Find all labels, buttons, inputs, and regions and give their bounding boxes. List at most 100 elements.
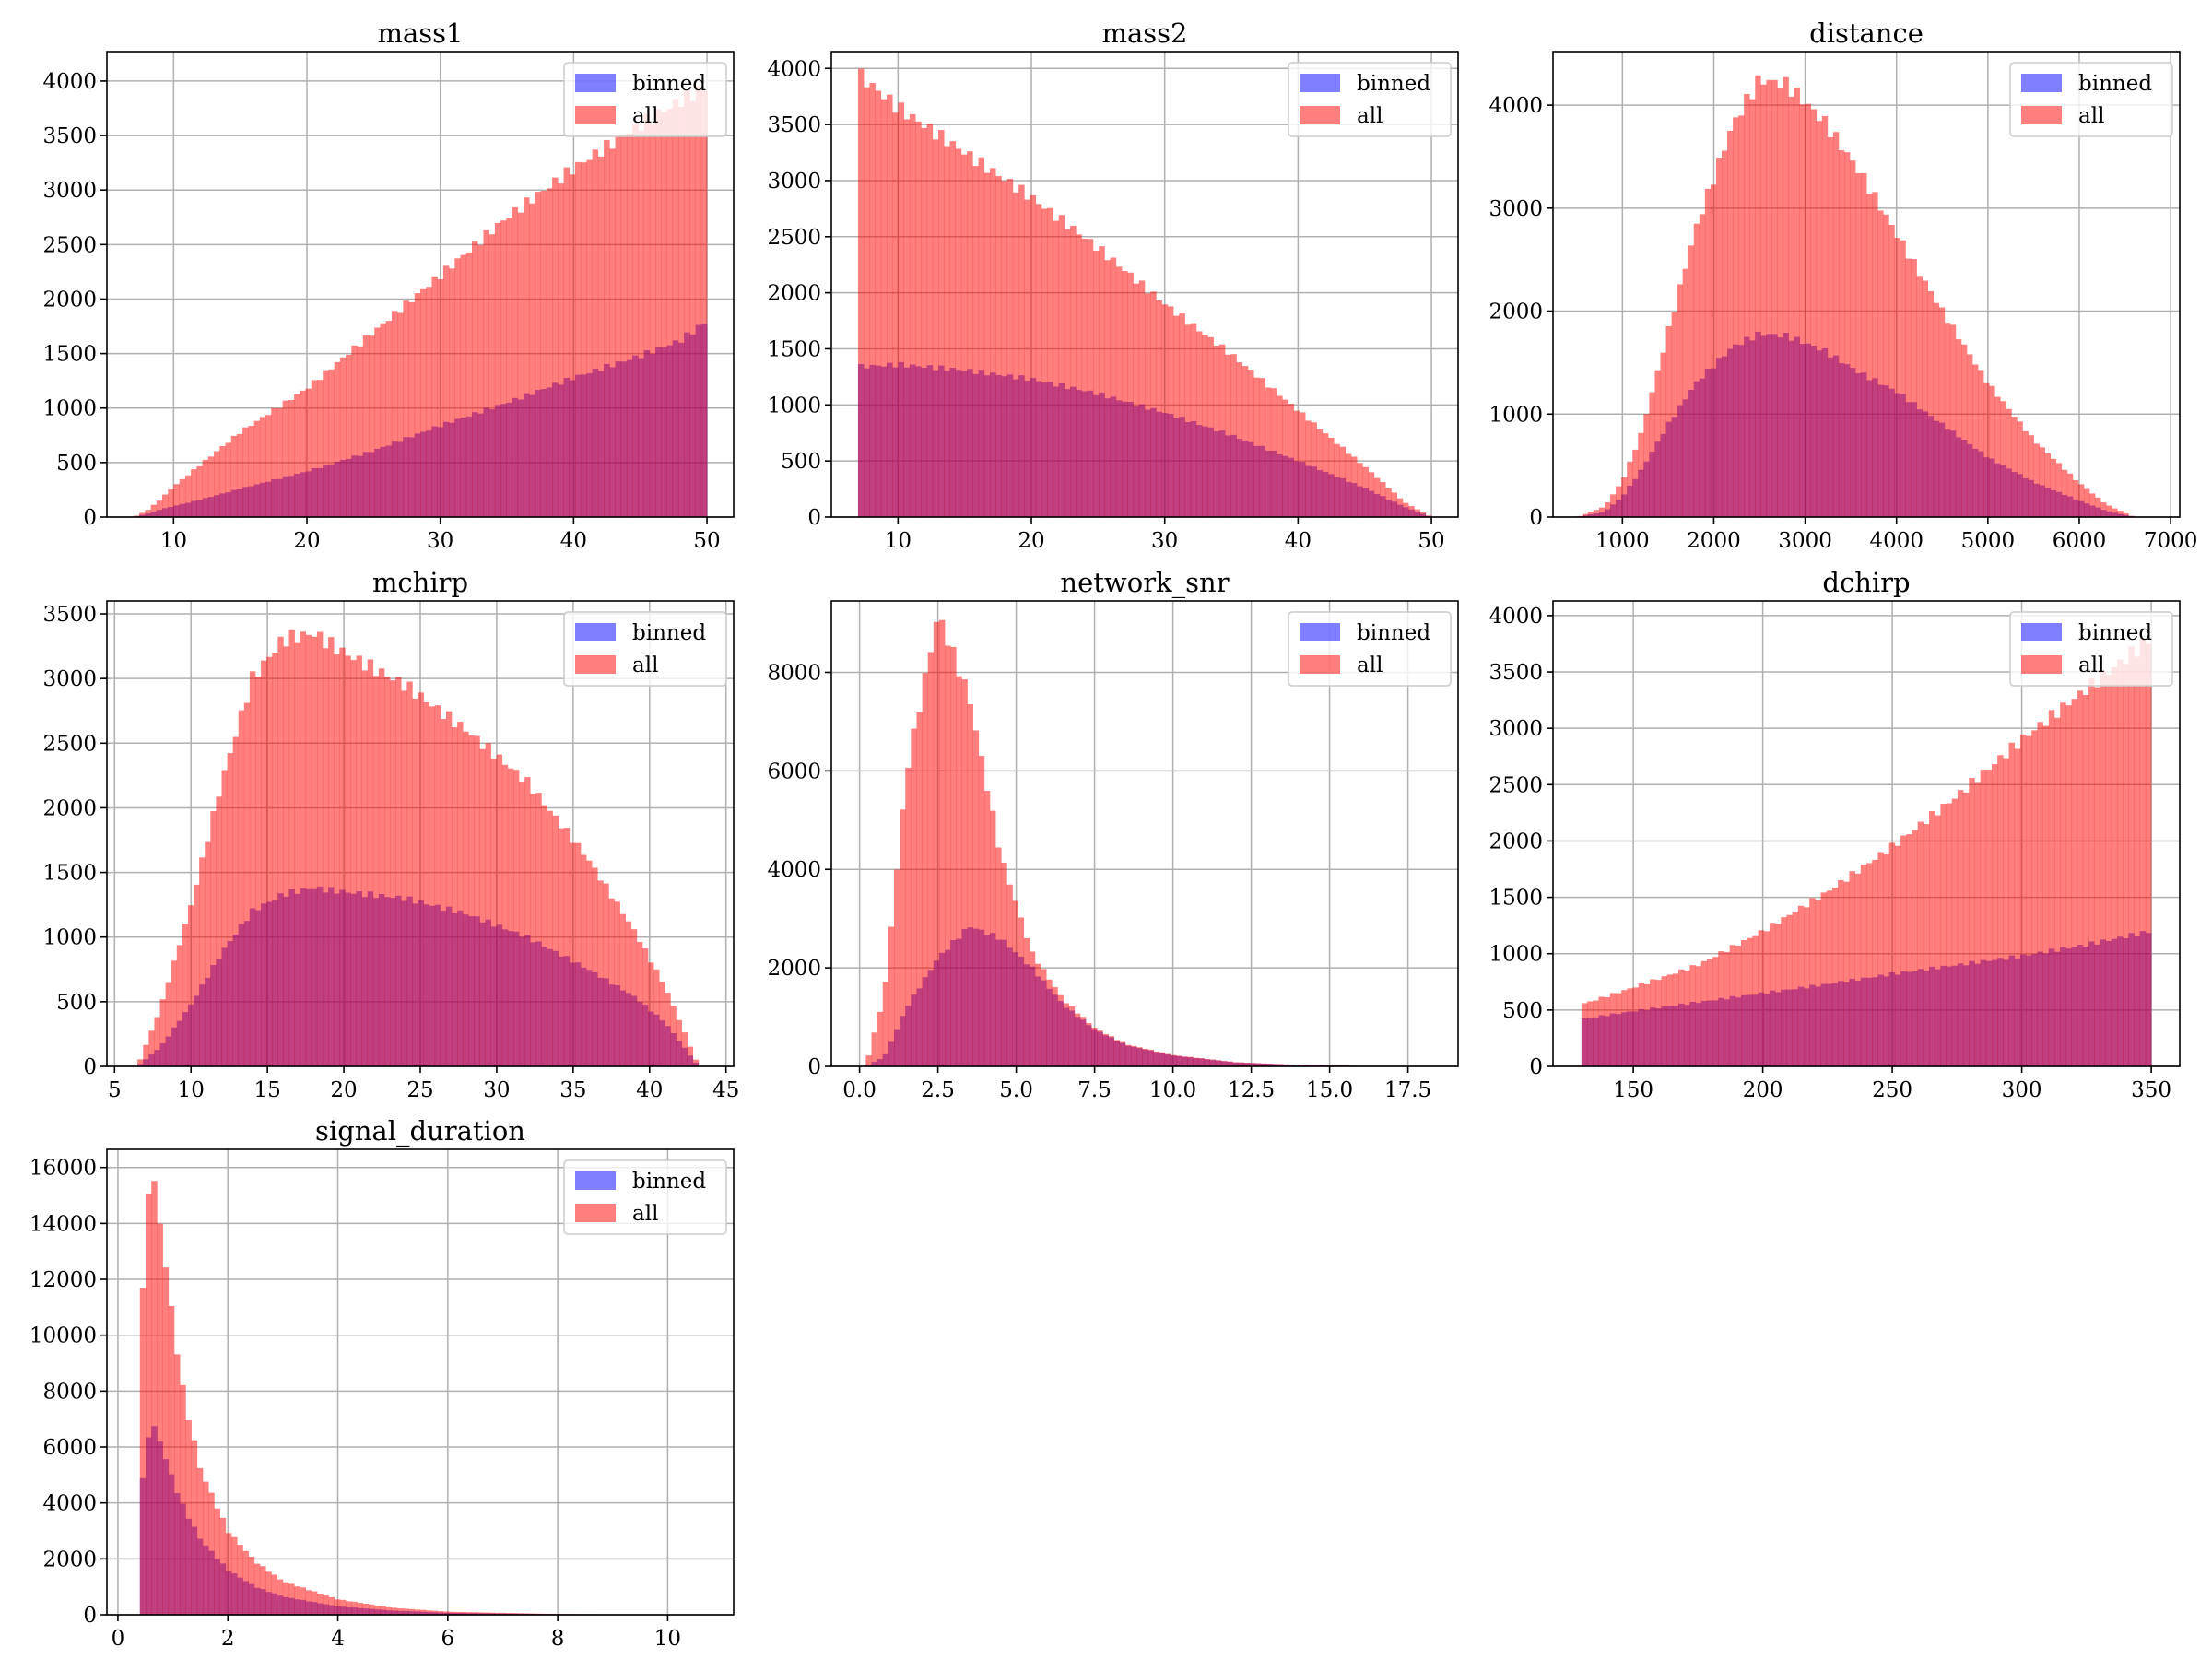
chart-title: network_snr	[1060, 567, 1229, 599]
histogram-bar-all	[1616, 486, 1622, 517]
legend-label-all: all	[632, 104, 658, 128]
y-tick-label: 1000	[1488, 943, 1543, 967]
histogram-bar-all	[1283, 1064, 1289, 1066]
histogram-bar-all	[506, 218, 512, 517]
histogram-bar-all	[468, 735, 475, 1066]
histogram-bar-all	[926, 124, 934, 517]
histogram-bar-all	[938, 619, 946, 1066]
histogram-bar-all	[961, 679, 968, 1066]
histogram-bar-all	[1729, 945, 1736, 1066]
histogram-bar-all	[692, 1059, 700, 1066]
y-tick-label: 1500	[767, 337, 821, 361]
histogram-bar-all	[916, 712, 923, 1066]
histogram-bar-all	[477, 1612, 484, 1615]
histogram-bar-all	[1760, 84, 1767, 517]
histogram-bar-all	[2060, 702, 2066, 1066]
histogram-bar-all	[1076, 234, 1082, 517]
histogram-bar-all	[208, 1492, 215, 1615]
histogram-bar-all	[191, 1440, 198, 1615]
histogram-bar-all	[449, 268, 455, 517]
histogram-bar-all	[431, 1610, 438, 1615]
histogram-bar-all	[157, 1223, 163, 1615]
x-tick-label: 5.0	[999, 1078, 1033, 1102]
legend-label-binned: binned	[632, 72, 706, 96]
histogram-bar-all	[857, 68, 865, 517]
histogram-bar-all	[1593, 510, 1600, 517]
histogram-bar-all	[1272, 1064, 1278, 1066]
histogram-bar-all	[1227, 1061, 1233, 1066]
histogram-bar-all	[1195, 331, 1203, 517]
histogram-bar-all	[300, 390, 306, 517]
histogram-bar-all	[882, 982, 889, 1066]
histogram-bar-all	[288, 1583, 295, 1615]
histogram-bar-all	[1949, 324, 1957, 517]
histogram-bar-all	[915, 121, 922, 517]
histogram-bar-all	[454, 258, 461, 517]
histogram-bar-all	[420, 288, 427, 517]
histogram-bar-all	[414, 293, 421, 517]
histogram-bar-all	[231, 1536, 238, 1615]
histogram-bar-all	[1974, 782, 1981, 1066]
histogram-bar-all	[1905, 258, 1912, 517]
histogram-bar-all	[440, 719, 447, 1066]
histogram-bar-all	[563, 167, 571, 518]
histogram-bar-all	[1609, 993, 1617, 1066]
histogram-bar-all	[1866, 194, 1873, 517]
histogram-bar-all	[2094, 687, 2100, 1066]
plot-frame	[1552, 600, 2181, 1067]
histogram-bar-all	[1127, 272, 1134, 517]
x-tick-label: 50	[693, 529, 720, 553]
histogram-bar-all	[282, 1582, 289, 1615]
histogram-bar-all	[380, 323, 386, 517]
histogram-bar-all	[383, 677, 391, 1066]
x-tick-label: 150	[1613, 1078, 1653, 1102]
histogram-bar-all	[523, 197, 530, 518]
histogram-bar-all	[2003, 758, 2009, 1066]
histogram-bar-all	[1209, 1059, 1217, 1066]
histogram-bar-all	[1018, 184, 1025, 517]
histogram-bar-all	[938, 130, 945, 518]
y-tick-label: 3500	[1488, 661, 1543, 685]
histogram-bar-all	[619, 913, 627, 1066]
histogram-bar-all	[385, 321, 393, 517]
histogram-bar-all	[1184, 324, 1192, 517]
histogram-bar-all	[1758, 930, 1765, 1066]
histogram-bar-all	[445, 711, 453, 1066]
y-tick-label: 4000	[42, 1492, 97, 1516]
histogram-bar-all	[1684, 971, 1690, 1066]
histogram-bar-all	[465, 1612, 472, 1615]
histogram-bar-all	[294, 642, 300, 1066]
histogram-bar-all	[1311, 422, 1317, 517]
histogram-bar-all	[1419, 512, 1427, 517]
histogram-bar-all	[1727, 130, 1734, 517]
y-tick-label: 3500	[767, 113, 821, 137]
histogram-bar-all	[540, 190, 547, 517]
histogram-bar-all	[1912, 830, 1918, 1066]
histogram-bar-all	[892, 112, 899, 517]
histogram-bar-all	[1677, 284, 1683, 517]
histogram-bar-all	[978, 756, 985, 1066]
histogram-bar-all	[1877, 852, 1884, 1066]
histogram-bar-all	[174, 1354, 181, 1615]
histogram-bar-all	[2089, 493, 2096, 517]
histogram-bar-all	[880, 99, 888, 518]
histogram-bar-all	[949, 141, 956, 517]
y-tick-label: 3500	[42, 603, 97, 627]
histogram-bar-all	[1715, 158, 1723, 517]
y-tick-label: 500	[1502, 999, 1543, 1023]
histogram-bar-all	[1854, 873, 1862, 1066]
x-tick-label: 50	[1418, 529, 1444, 553]
histogram-bar-all	[162, 1267, 170, 1615]
y-tick-label: 4000	[1488, 94, 1543, 118]
histogram-bar-all	[179, 478, 186, 517]
histogram-bar-all	[1079, 1017, 1087, 1066]
legend: binned all	[563, 1159, 727, 1235]
histogram-bar-all	[367, 659, 374, 1066]
histogram-bar-all	[148, 1030, 155, 1066]
histogram-bar-all	[1704, 188, 1712, 517]
chart-title: signal_duration	[315, 1115, 525, 1147]
histogram-bar-all	[1781, 917, 1787, 1066]
histogram-bar-all	[1650, 979, 1656, 1066]
histogram-bar-all	[210, 811, 217, 1066]
